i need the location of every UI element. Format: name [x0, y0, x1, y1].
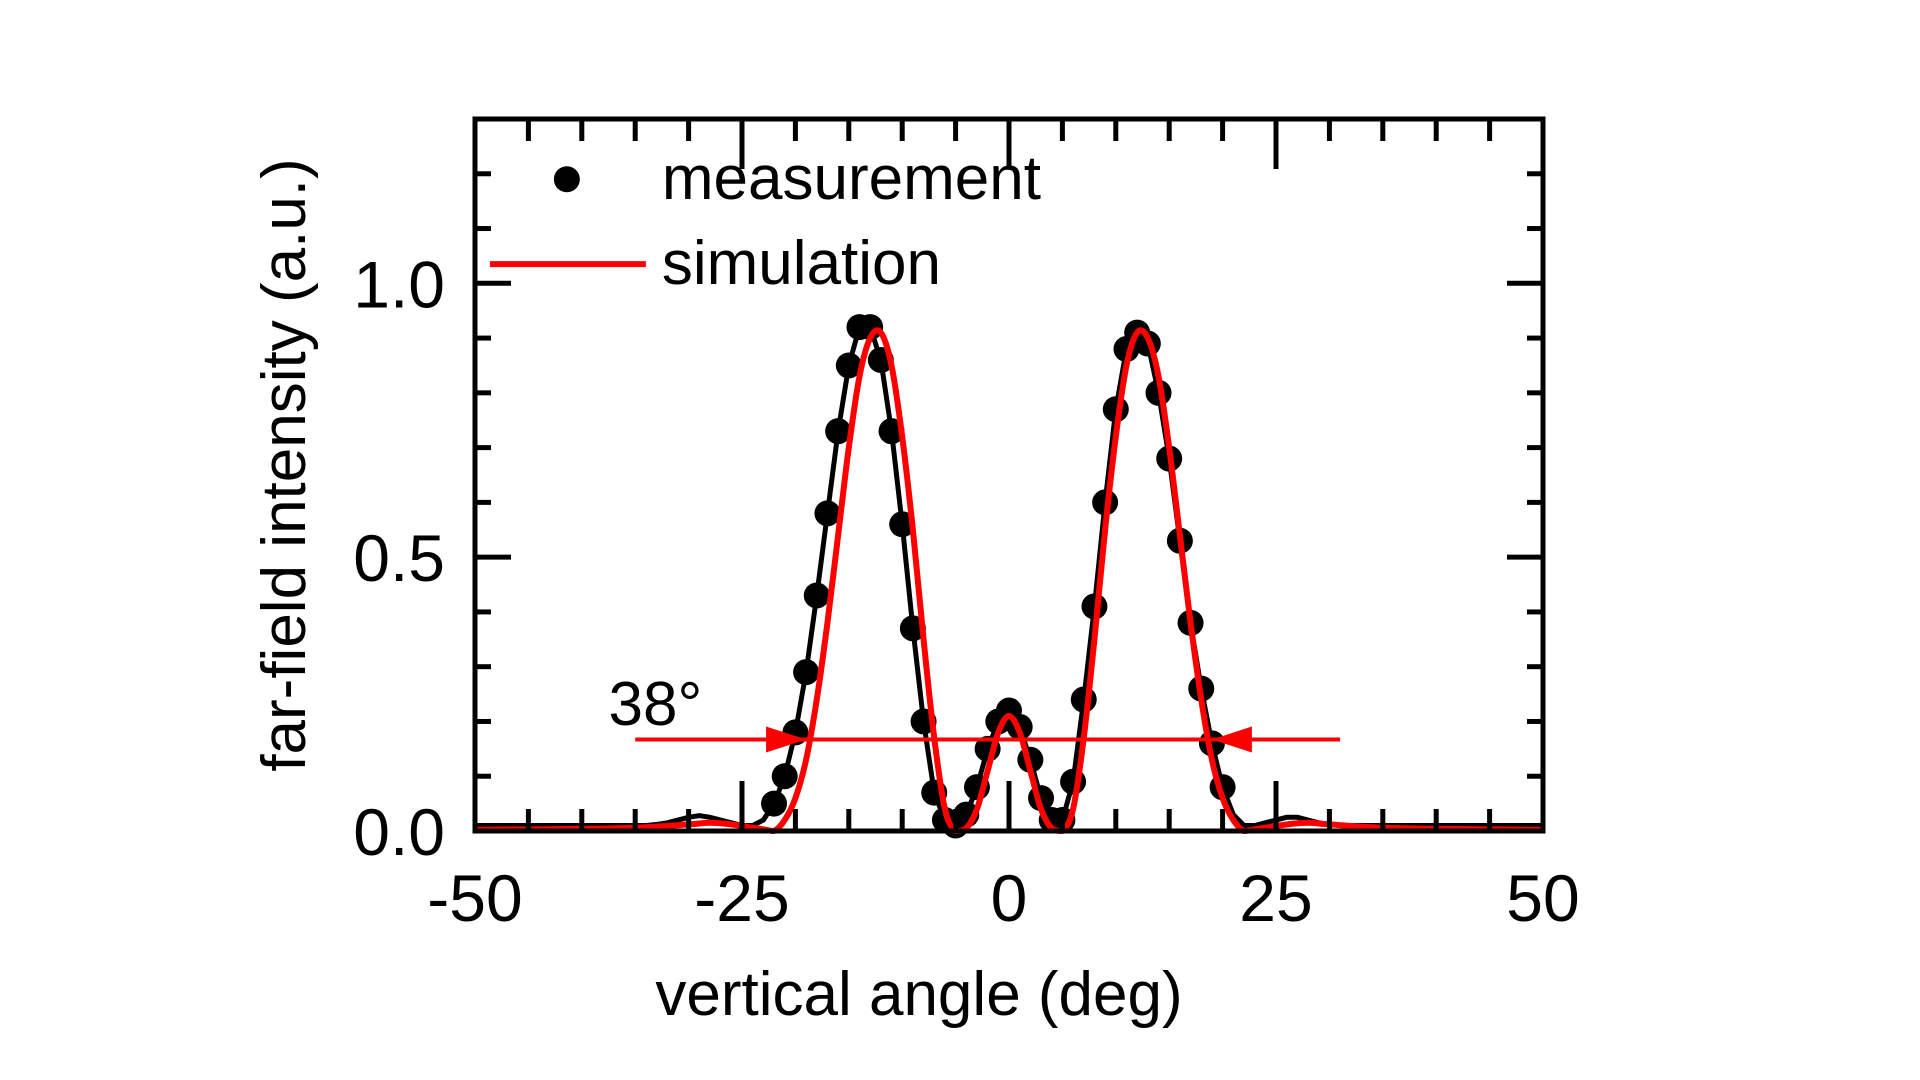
measurement-point	[835, 352, 862, 379]
x-tick-label: -50	[427, 861, 522, 935]
measurement-point	[825, 418, 852, 445]
arrowhead-right-icon	[766, 726, 807, 753]
y-axis-label: far-field intensity (a.u.)	[250, 158, 319, 771]
y-tick-label: 1.0	[353, 247, 445, 321]
legend-marker-measurement	[553, 166, 580, 193]
legend: measurement simulation	[489, 144, 1041, 298]
measurement-point	[761, 790, 788, 817]
y-tick-label: 0.5	[353, 521, 445, 595]
x-tick-label: 0	[991, 861, 1028, 935]
axis-ticks	[472, 116, 1546, 834]
measurement-point	[814, 500, 841, 527]
x-tick-label: -25	[694, 861, 789, 935]
measurement-point	[793, 659, 820, 686]
annotation-label: 38°	[609, 670, 703, 739]
measurement-trace	[475, 324, 1543, 829]
x-tick-label: 25	[1239, 861, 1312, 935]
width-annotation: 38°	[609, 670, 1341, 753]
measurement-point	[803, 582, 830, 609]
legend-label-simulation: simulation	[662, 229, 941, 298]
y-tick-label: 0.0	[353, 795, 445, 869]
measurement-point	[771, 763, 798, 790]
plot-marks	[474, 314, 1544, 839]
arrowhead-left-icon	[1211, 726, 1252, 753]
tick-labels: -50 -25 0 25 50 0.0 0.5 1.0	[353, 247, 1579, 935]
measurement-point	[1070, 686, 1097, 713]
x-axis-label: vertical angle (deg)	[655, 960, 1182, 1029]
legend-label-measurement: measurement	[662, 144, 1041, 213]
x-tick-label: 50	[1506, 861, 1579, 935]
simulation-line	[474, 327, 1544, 834]
